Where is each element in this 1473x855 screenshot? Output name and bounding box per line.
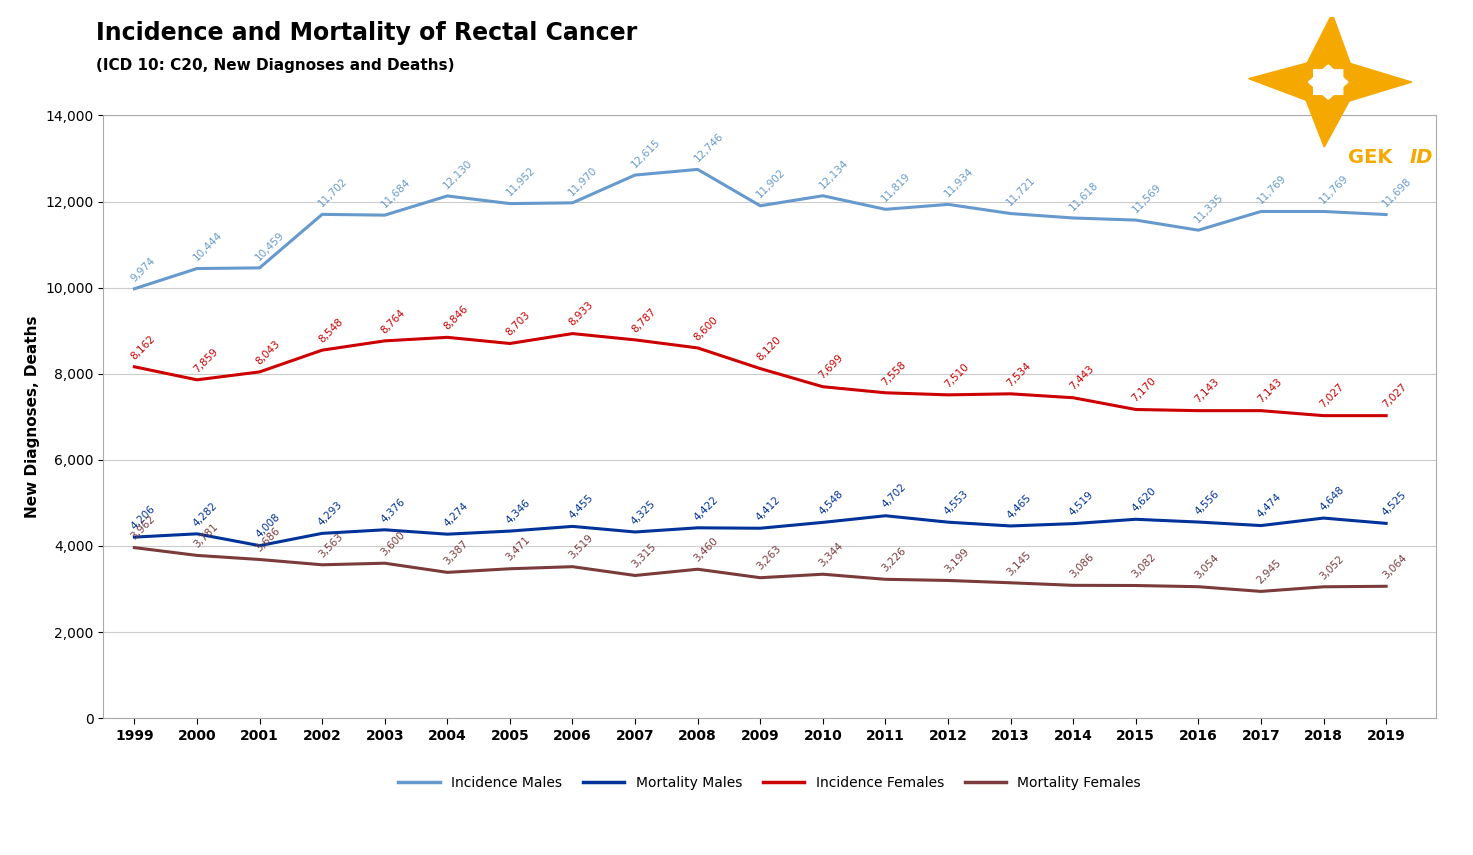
Text: 11,902: 11,902 — [754, 168, 788, 200]
Text: ID: ID — [1410, 148, 1433, 167]
Text: 4,376: 4,376 — [379, 496, 407, 524]
Legend: Incidence Males, Mortality Males, Incidence Females, Mortality Females: Incidence Males, Mortality Males, Incide… — [393, 770, 1146, 796]
Text: 11,335: 11,335 — [1193, 192, 1226, 225]
Text: 4,455: 4,455 — [567, 492, 595, 521]
Text: 4,274: 4,274 — [442, 500, 470, 528]
Text: 8,043: 8,043 — [253, 339, 281, 366]
Text: 10,459: 10,459 — [253, 229, 287, 262]
Text: 4,474: 4,474 — [1255, 492, 1283, 520]
Text: 4,519: 4,519 — [1068, 490, 1096, 518]
Text: 11,618: 11,618 — [1068, 180, 1100, 212]
Text: 3,054: 3,054 — [1193, 553, 1221, 581]
Text: 4,008: 4,008 — [253, 512, 281, 540]
Text: 8,703: 8,703 — [504, 310, 532, 338]
Text: GEK: GEK — [1348, 148, 1392, 167]
Polygon shape — [1308, 65, 1348, 99]
Text: 3,082: 3,082 — [1130, 551, 1158, 580]
Text: 2,945: 2,945 — [1255, 557, 1283, 586]
Text: 4,553: 4,553 — [943, 488, 971, 516]
Text: 3,263: 3,263 — [754, 544, 782, 572]
Text: 7,510: 7,510 — [943, 361, 971, 389]
Text: 4,412: 4,412 — [754, 494, 782, 522]
Text: 7,027: 7,027 — [1318, 382, 1346, 410]
Text: 12,746: 12,746 — [692, 131, 725, 164]
Text: 12,615: 12,615 — [629, 137, 663, 169]
Text: Incidence and Mortality of Rectal Cancer: Incidence and Mortality of Rectal Cancer — [96, 21, 636, 45]
Text: 7,443: 7,443 — [1068, 364, 1096, 392]
Text: 4,648: 4,648 — [1318, 484, 1346, 512]
Y-axis label: New Diagnoses, Deaths: New Diagnoses, Deaths — [25, 315, 40, 518]
Text: 3,344: 3,344 — [818, 540, 846, 569]
Text: 4,346: 4,346 — [504, 498, 532, 526]
Text: 8,764: 8,764 — [379, 307, 407, 335]
Text: 4,556: 4,556 — [1193, 488, 1221, 516]
Polygon shape — [1305, 14, 1352, 68]
Text: 3,600: 3,600 — [379, 529, 407, 557]
Text: 11,721: 11,721 — [1005, 175, 1038, 208]
Text: 4,206: 4,206 — [128, 504, 156, 532]
Text: 7,170: 7,170 — [1130, 376, 1158, 404]
Text: 7,143: 7,143 — [1193, 377, 1221, 405]
Polygon shape — [1249, 62, 1312, 103]
Text: 11,569: 11,569 — [1130, 181, 1164, 215]
Text: 3,387: 3,387 — [442, 539, 470, 567]
Text: 4,293: 4,293 — [317, 499, 345, 528]
Text: 11,819: 11,819 — [879, 171, 913, 203]
Text: 9,974: 9,974 — [128, 255, 158, 283]
Text: 7,699: 7,699 — [818, 353, 846, 381]
Text: 3,064: 3,064 — [1380, 552, 1408, 581]
Text: 11,698: 11,698 — [1380, 176, 1413, 209]
Text: 7,558: 7,558 — [879, 359, 907, 387]
Text: 8,846: 8,846 — [442, 304, 470, 332]
Text: 4,465: 4,465 — [1005, 492, 1033, 521]
Text: 4,620: 4,620 — [1130, 486, 1158, 514]
Text: 11,970: 11,970 — [567, 164, 600, 198]
Text: 7,027: 7,027 — [1380, 382, 1408, 410]
Text: 8,162: 8,162 — [128, 333, 158, 361]
Text: 11,769: 11,769 — [1318, 173, 1351, 206]
Text: 4,525: 4,525 — [1380, 490, 1408, 518]
Text: 4,422: 4,422 — [692, 494, 720, 522]
Text: 4,702: 4,702 — [879, 482, 907, 510]
Text: (ICD 10: C20, New Diagnoses and Deaths): (ICD 10: C20, New Diagnoses and Deaths) — [96, 58, 454, 74]
Text: 3,315: 3,315 — [629, 542, 657, 570]
Text: 3,781: 3,781 — [191, 522, 219, 550]
Text: 3,145: 3,145 — [1005, 549, 1033, 577]
Text: 7,143: 7,143 — [1255, 377, 1283, 405]
Polygon shape — [1343, 62, 1411, 103]
Text: 3,563: 3,563 — [317, 531, 345, 559]
Text: 10,444: 10,444 — [191, 230, 224, 263]
Text: 3,962: 3,962 — [128, 514, 158, 542]
Text: 3,086: 3,086 — [1068, 551, 1096, 580]
Text: 8,600: 8,600 — [692, 315, 720, 342]
Text: 8,120: 8,120 — [754, 335, 782, 363]
Text: 11,702: 11,702 — [317, 176, 349, 209]
Text: 3,226: 3,226 — [879, 545, 907, 574]
Text: 12,134: 12,134 — [818, 157, 850, 190]
Text: 11,934: 11,934 — [943, 166, 975, 199]
Text: 4,325: 4,325 — [629, 498, 657, 527]
Text: 11,952: 11,952 — [504, 165, 538, 198]
Text: 8,933: 8,933 — [567, 300, 595, 328]
Text: 3,199: 3,199 — [943, 546, 971, 575]
Text: 11,684: 11,684 — [379, 177, 412, 209]
Text: 4,282: 4,282 — [191, 500, 219, 528]
Text: 3,519: 3,519 — [567, 533, 595, 561]
Text: 8,787: 8,787 — [629, 306, 657, 334]
Text: 12,130: 12,130 — [442, 157, 474, 191]
Text: 3,686: 3,686 — [253, 526, 283, 554]
Text: 7,534: 7,534 — [1005, 360, 1033, 388]
Text: 7,859: 7,859 — [191, 346, 219, 374]
Text: 3,471: 3,471 — [504, 535, 532, 563]
Text: 3,052: 3,052 — [1318, 553, 1346, 581]
Text: 4,548: 4,548 — [818, 489, 846, 516]
Text: 8,548: 8,548 — [317, 316, 345, 345]
Text: 11,769: 11,769 — [1255, 173, 1287, 206]
Text: 3,460: 3,460 — [692, 535, 720, 563]
Polygon shape — [1305, 96, 1352, 147]
